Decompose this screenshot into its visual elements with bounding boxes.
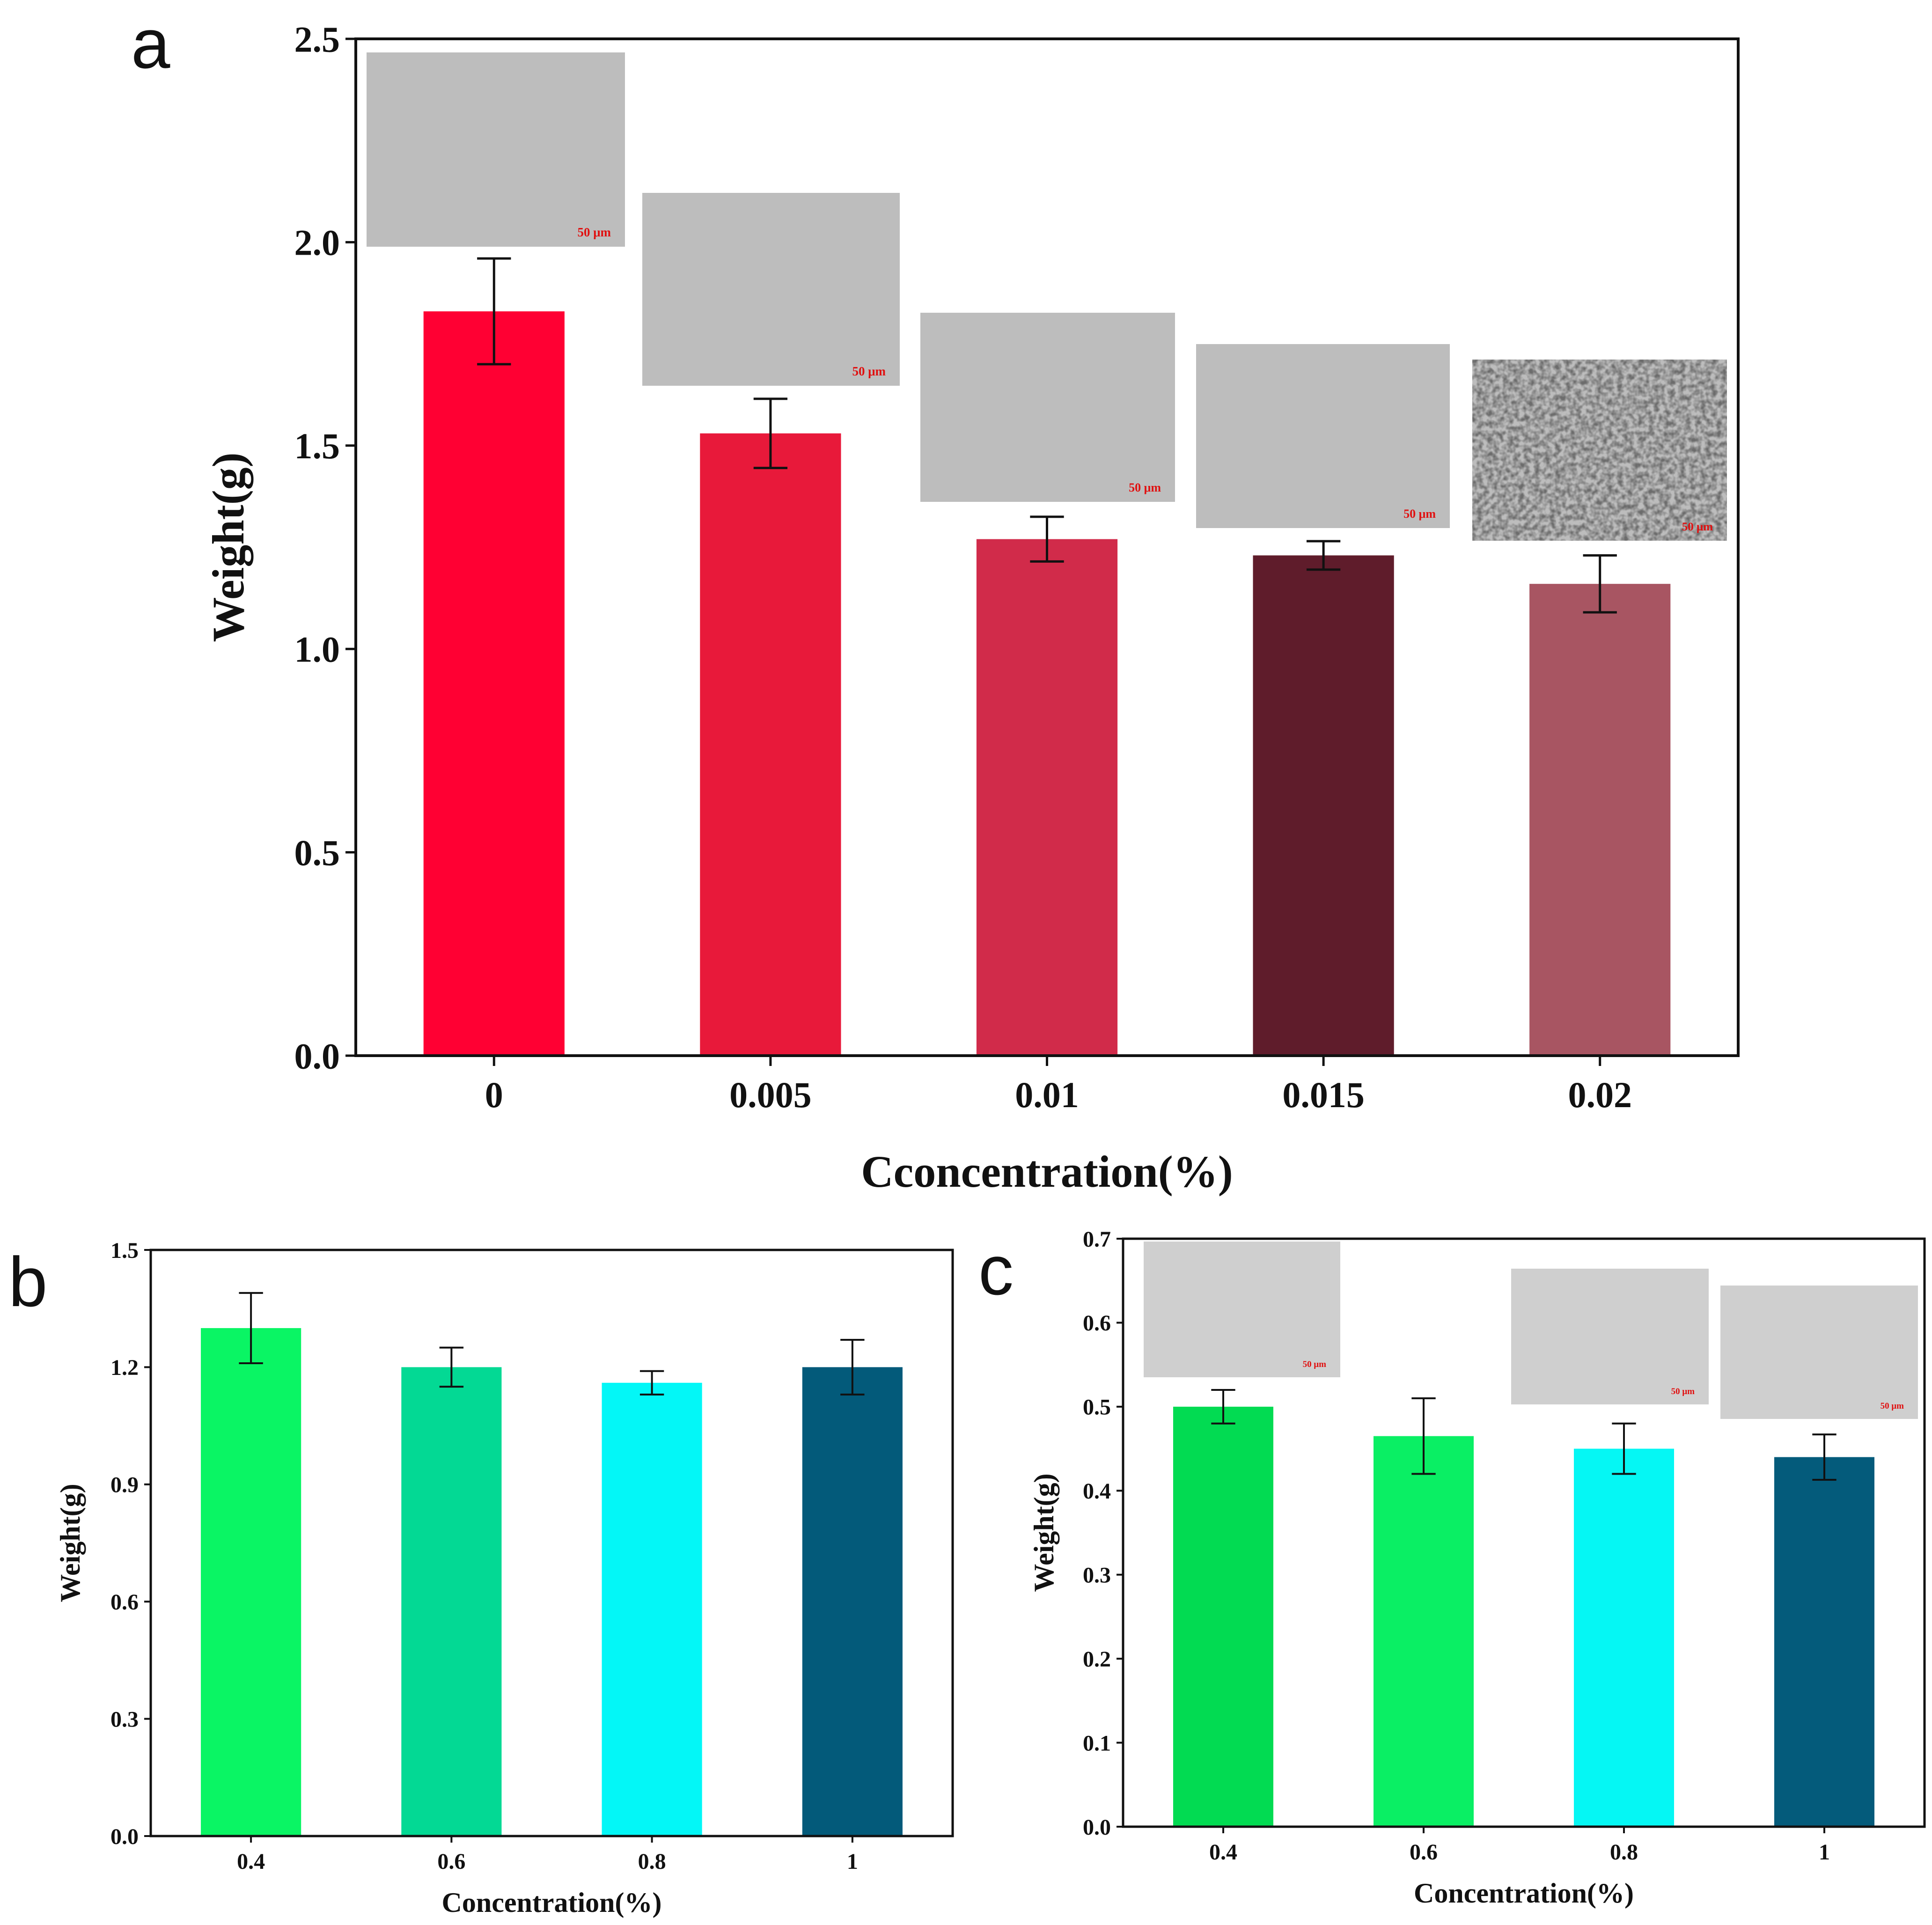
error-bar	[1306, 540, 1341, 571]
x-tick-label: 0.8	[1610, 1840, 1638, 1865]
micrograph-background	[1720, 1286, 1918, 1419]
micrograph-background	[1511, 1269, 1709, 1404]
y-tick-label: 2.0	[294, 222, 340, 263]
x-tick-label: 1	[847, 1849, 858, 1874]
y-tick-label: 0.7	[1083, 1227, 1111, 1252]
bar	[1529, 584, 1671, 1056]
scale-bar-label: 50 μm	[1403, 507, 1436, 521]
scale-bar-label: 50 μm	[1303, 1359, 1327, 1369]
bar	[423, 311, 565, 1056]
chart-panel-a: 0 0.005 0.01 0.015 0.02 0.0 0.5 1.0 1.5 2.0 2.5 Cco…	[203, 19, 1740, 1197]
chart-panel-b: 0.4 0.6 0.8 1 0.0 0.3 0.6 0.9 1.2 1.5 Concentratio…	[55, 1238, 954, 1918]
error-bar	[1812, 1433, 1837, 1481]
x-axis-title: Concentration(%)	[442, 1887, 662, 1918]
error-bar	[1030, 515, 1064, 563]
x-tick-label: 0	[485, 1074, 503, 1115]
bar	[602, 1382, 702, 1836]
y-tick-label: 0.6	[1083, 1311, 1111, 1336]
x-tick-label: 0.01	[1015, 1074, 1079, 1115]
bar	[201, 1328, 301, 1836]
bar	[1374, 1436, 1474, 1827]
y-tick-label: 0.0	[294, 1036, 340, 1076]
micrograph-inset: 50 μm	[367, 52, 625, 247]
error-bar	[1583, 554, 1617, 614]
x-tick-label: 0.4	[237, 1849, 265, 1874]
error-bar	[439, 1346, 464, 1388]
y-tick-label: 0.5	[1083, 1395, 1111, 1420]
y-tick-label: 0.6	[110, 1590, 139, 1615]
panel-letter-c: c	[978, 1231, 1014, 1309]
micrograph-inset: 50 μm	[642, 193, 900, 386]
x-tick-label: 0.015	[1282, 1074, 1365, 1115]
y-tick-label: 1.5	[110, 1238, 139, 1263]
micrograph-background	[1144, 1242, 1340, 1377]
scale-bar-label: 50 μm	[1881, 1401, 1904, 1411]
scale-bar-label: 50 μm	[577, 225, 611, 239]
bar	[802, 1367, 903, 1836]
error-bar	[840, 1338, 865, 1396]
bar	[1774, 1457, 1874, 1827]
error-bar	[1612, 1422, 1636, 1475]
micrograph-background	[920, 313, 1175, 502]
micrograph-background	[1196, 344, 1450, 528]
error-bar	[753, 397, 788, 470]
plot-frame	[1122, 1237, 1926, 1828]
scale-bar-label: 50 μm	[1129, 481, 1161, 494]
y-tick-label: 0.9	[110, 1473, 139, 1498]
micrograph-inset: 50 μm	[1472, 360, 1727, 541]
micrograph-inset: 50 μm	[920, 313, 1175, 502]
y-tick-label: 1.0	[294, 629, 340, 670]
x-axis-title: Concentration(%)	[1414, 1878, 1634, 1909]
micrograph-inset: 50 μm	[1720, 1286, 1918, 1419]
y-tick-label: 0.3	[110, 1707, 139, 1732]
scale-bar-label: 50 μm	[1682, 521, 1713, 533]
micrograph-background	[367, 52, 625, 247]
micrograph-texture	[1472, 360, 1727, 541]
x-tick-label: 0.6	[437, 1849, 465, 1874]
x-tick-label: 0.4	[1209, 1840, 1237, 1865]
panel-letter-a: a	[131, 4, 170, 83]
y-axis-title: Weight(g)	[1028, 1473, 1059, 1592]
panel-letter-b: b	[8, 1242, 47, 1321]
y-tick-label: 0.0	[110, 1824, 139, 1849]
bar	[1253, 555, 1394, 1056]
error-bar	[639, 1370, 664, 1396]
y-tick-label: 0.2	[1083, 1647, 1111, 1672]
x-tick-label: 0.02	[1568, 1074, 1632, 1115]
micrograph-inset: 50 μm	[1511, 1269, 1709, 1404]
chart-panel-c: 0.4 0.6 0.8 1 0.0 0.1 0.2 0.3 0.4 0.5 0.6 0.7 Concen…	[1028, 1227, 1926, 1909]
y-tick-label: 0.0	[1083, 1815, 1111, 1840]
y-tick-label: 0.3	[1083, 1563, 1111, 1588]
scale-bar-label: 50 μm	[1671, 1387, 1695, 1396]
y-axis-title: Weight(g)	[203, 452, 253, 642]
x-tick-label: 0.8	[638, 1849, 666, 1874]
x-tick-label: 0.6	[1410, 1840, 1438, 1865]
bar	[976, 539, 1118, 1056]
micrograph-inset: 50 μm	[1196, 344, 1450, 528]
y-tick-label: 1.2	[110, 1355, 139, 1380]
y-axis-title: Weight(g)	[55, 1484, 86, 1602]
error-bar	[1411, 1397, 1436, 1475]
error-bar	[239, 1292, 263, 1365]
plot-frame	[149, 1249, 954, 1837]
bar	[401, 1367, 502, 1836]
bar	[1574, 1448, 1674, 1827]
scale-bar-label: 50 μm	[852, 364, 886, 378]
y-tick-label: 1.5	[294, 426, 340, 466]
y-tick-label: 0.5	[294, 832, 340, 873]
micrograph-inset: 50 μm	[1144, 1242, 1340, 1377]
y-tick-label: 0.4	[1083, 1479, 1111, 1504]
x-tick-label: 0.005	[729, 1074, 812, 1115]
error-bar	[1211, 1389, 1235, 1425]
y-tick-label: 0.1	[1083, 1731, 1111, 1756]
micrograph-background	[642, 193, 900, 386]
plot-frame	[354, 37, 1740, 1057]
y-tick-label: 2.5	[294, 19, 340, 59]
bar	[1173, 1406, 1273, 1827]
bar	[700, 433, 841, 1056]
error-bar	[477, 257, 511, 366]
x-tick-label: 1	[1819, 1840, 1830, 1865]
x-axis-title: Cconcentration(%)	[861, 1146, 1233, 1197]
